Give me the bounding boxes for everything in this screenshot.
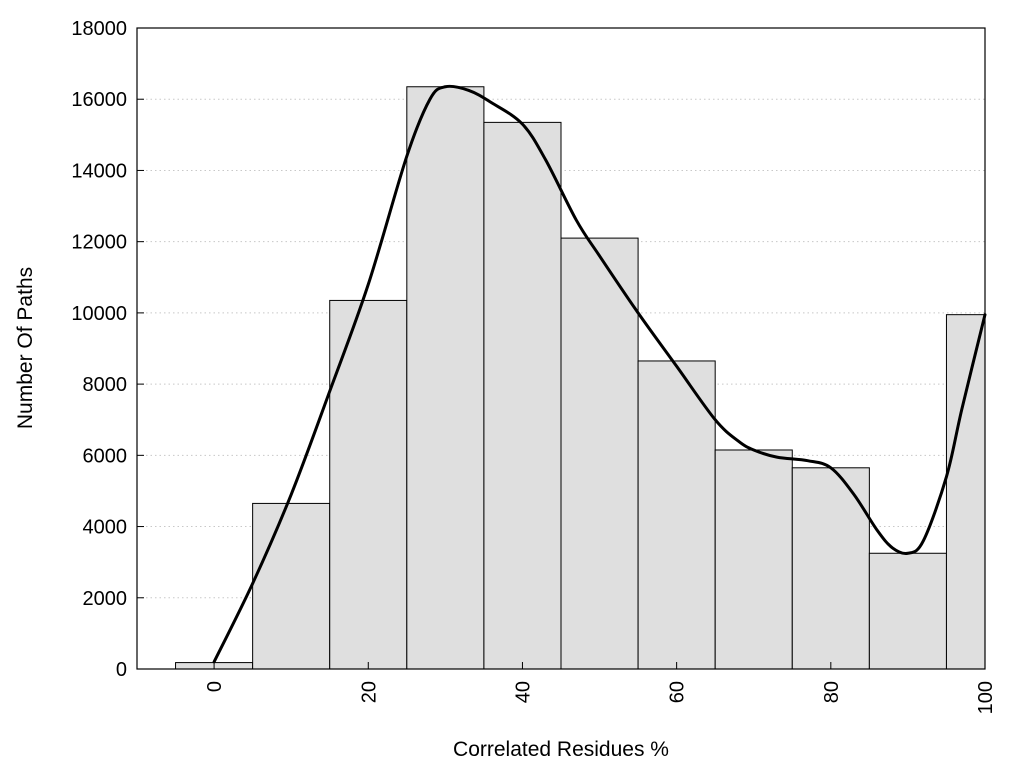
y-tick-label: 14000 [71, 160, 127, 182]
histogram-bar [252, 502, 331, 670]
y-tick-label: 2000 [83, 588, 128, 610]
plot-frame [136, 27, 986, 670]
y-tick-label: 12000 [71, 232, 127, 254]
y-axis-ticks: 0 2000 4000 6000 8000 10000 12000 14000 16000 180… [71, 18, 144, 681]
y-tick-label: 0 [116, 659, 127, 681]
x-axis-label: Correlated Residues % [453, 738, 669, 761]
histogram-bar [560, 237, 639, 670]
y-tick-label: 16000 [71, 89, 127, 111]
x-tick-label: 80 [821, 681, 843, 703]
histogram-bar [945, 314, 986, 670]
x-tick-label: 60 [667, 681, 689, 703]
histogram-bar [637, 360, 716, 670]
y-axis-label: Number Of Paths [14, 267, 37, 429]
x-tick-label: 0 [204, 681, 226, 692]
histogram-bar [714, 449, 793, 670]
x-tick-label: 100 [975, 681, 997, 714]
y-tick-label: 4000 [83, 517, 128, 539]
y-tick-label: 8000 [83, 374, 128, 396]
y-tick-label: 18000 [71, 18, 127, 40]
histogram-bar [483, 121, 562, 670]
x-tick-label: 20 [358, 681, 380, 703]
histogram-bar [329, 299, 408, 670]
density-curve [212, 84, 987, 664]
histogram-bars [175, 86, 986, 670]
y-tick-label: 10000 [71, 303, 127, 325]
histogram-bar [868, 552, 947, 670]
x-axis-ticks: 0 20 40 60 80 100 [204, 662, 997, 714]
histogram-bar [406, 86, 485, 670]
y-tick-label: 6000 [83, 445, 128, 467]
x-tick-label: 40 [512, 681, 534, 703]
density-curve-layer [212, 84, 987, 664]
